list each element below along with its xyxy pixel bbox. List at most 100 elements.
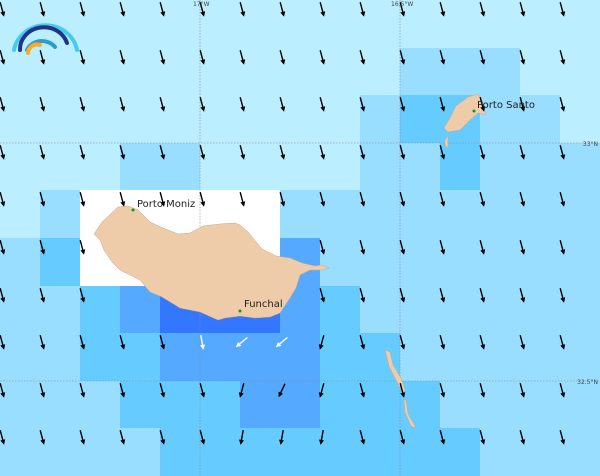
- wave-cell: [0, 286, 40, 333]
- wave-arrow-icon: [79, 145, 86, 160]
- wave-cell: [280, 333, 320, 381]
- wave-arrow-icon: [359, 288, 366, 303]
- wave-arrow-icon: [559, 50, 566, 65]
- wave-cell: [40, 333, 80, 381]
- wave-arrow-icon: [0, 288, 6, 303]
- wave-arrow-icon: [319, 2, 326, 17]
- wave-cell: [160, 143, 200, 190]
- wave-cell: [320, 381, 360, 428]
- lat-label-33n: 33°N: [583, 141, 598, 148]
- wave-cell: [520, 0, 560, 48]
- wave-cell: [520, 190, 560, 238]
- wave-arrow-icon: [39, 335, 46, 350]
- wave-arrow-icon: [399, 2, 406, 17]
- wave-arrow-icon: [279, 97, 286, 112]
- wave-cell: [560, 48, 600, 95]
- wave-arrow-icon: [479, 430, 486, 445]
- wave-cell: [120, 286, 160, 333]
- wave-arrow-icon: [0, 383, 6, 398]
- lon-label-17w: 17°W: [193, 1, 210, 8]
- wave-arrow-icon: [119, 2, 126, 17]
- wave-arrow-icon: [479, 240, 486, 255]
- wave-cell: [520, 333, 560, 381]
- wave-cell: [240, 143, 280, 190]
- logo-arc-dark: [17, 25, 69, 52]
- wave-cell: [480, 48, 520, 95]
- wave-cell: [280, 381, 320, 428]
- wave-cell: [360, 286, 400, 333]
- wave-cell: [200, 333, 240, 381]
- logo: [12, 23, 79, 55]
- wave-arrow-icon: [519, 192, 526, 207]
- wave-arrow-icon: [559, 2, 566, 17]
- wave-cell: [400, 190, 440, 238]
- wave-cell: [120, 333, 160, 381]
- wave-arrow-icon: [79, 383, 86, 398]
- wave-arrow-icon: [319, 288, 326, 303]
- wave-arrow-icon: [235, 336, 248, 348]
- wave-cell: [440, 333, 480, 381]
- wave-arrow-icon: [399, 383, 406, 398]
- wave-cell: [560, 333, 600, 381]
- wave-cell: [480, 238, 520, 286]
- wave-cell: [480, 333, 520, 381]
- wave-arrow-icon: [519, 288, 526, 303]
- wave-arrow-icon: [119, 430, 126, 445]
- wave-cell: [40, 381, 80, 428]
- wave-cell: [80, 286, 120, 333]
- wave-arrow-icon: [39, 383, 46, 398]
- wave-cell: [0, 143, 40, 190]
- wave-cell: [400, 333, 440, 381]
- wave-arrow-icon: [239, 50, 246, 65]
- wave-arrow-icon: [159, 50, 166, 65]
- wave-arrow-icon: [439, 240, 446, 255]
- wave-cell: [280, 0, 320, 48]
- wave-arrow-icon: [399, 288, 406, 303]
- wave-arrow-icon: [319, 192, 326, 207]
- wave-arrow-icon: [119, 192, 126, 207]
- wave-arrow-icon: [79, 430, 86, 445]
- wave-cell: [200, 143, 240, 190]
- wave-cell: [40, 428, 80, 476]
- madeira-island: [93, 205, 330, 321]
- wave-arrow-icon: [0, 335, 6, 350]
- wave-cell: [120, 428, 160, 476]
- wave-arrow-icon: [199, 145, 206, 160]
- wave-cell: [120, 0, 160, 48]
- wave-arrow-icon: [439, 145, 446, 160]
- wave-arrow-icon: [159, 430, 166, 445]
- porto-moniz-dot: [131, 208, 135, 212]
- wave-arrow-icon: [519, 383, 526, 398]
- wave-cell: [80, 333, 120, 381]
- wave-cell: [80, 0, 120, 48]
- wave-arrow-icon: [559, 288, 566, 303]
- wave-arrow-icon: [399, 430, 406, 445]
- wave-arrow-icon: [238, 383, 245, 398]
- wave-cell: [480, 428, 520, 476]
- wave-cell: [520, 381, 560, 428]
- porto-moniz-label: Porto Moniz: [137, 199, 195, 210]
- wave-arrow-icon: [239, 192, 246, 207]
- wave-cell: [360, 143, 400, 190]
- wave-cell: [400, 143, 440, 190]
- wave-arrow-icon: [559, 192, 566, 207]
- land: [93, 93, 487, 429]
- wave-cell: [120, 95, 160, 143]
- wave-arrow-icon: [559, 383, 566, 398]
- wave-arrow-icon: [319, 50, 326, 65]
- wave-cell: [400, 428, 440, 476]
- wave-arrow-icon: [519, 2, 526, 17]
- wave-cell: [480, 286, 520, 333]
- wave-arrow-icon: [159, 383, 166, 398]
- wave-cell: [40, 48, 80, 95]
- wave-arrow-icon: [559, 97, 566, 112]
- porto-santo-label: Porto Santo: [477, 100, 535, 111]
- wave-cell: [400, 286, 440, 333]
- wave-arrow-icon: [239, 145, 246, 160]
- wave-cell: [0, 190, 40, 238]
- wave-cell: [560, 286, 600, 333]
- wave-arrow-icon: [79, 192, 86, 207]
- lat-label-32-5n: 32.5°N: [577, 379, 598, 386]
